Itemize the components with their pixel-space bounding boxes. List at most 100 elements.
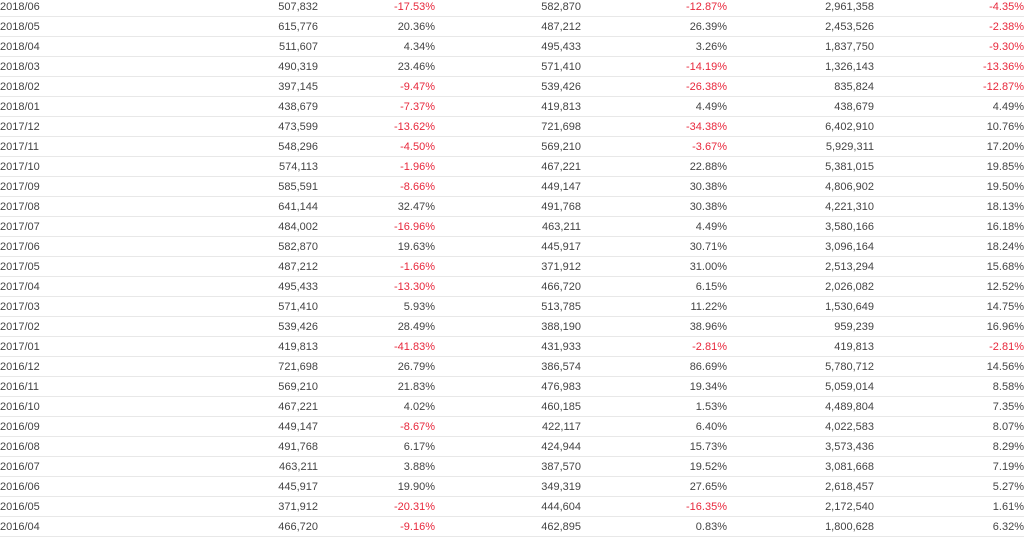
table-row: 2016/12 721,698 26.79% 386,574 86.69% 5,780,7… xyxy=(0,356,1024,377)
month-cell: 2017/06 xyxy=(0,236,150,257)
percent-3-cell: 7.35% xyxy=(874,396,1024,417)
value-1-cell: 574,113 xyxy=(150,156,318,177)
value-1-cell: 585,591 xyxy=(150,176,318,197)
value-2-cell: 487,212 xyxy=(435,16,581,37)
percent-3-cell: -13.36% xyxy=(874,56,1024,77)
value-3-cell: 959,239 xyxy=(727,316,874,337)
value-3-cell: 2,026,082 xyxy=(727,276,874,297)
percent-3-cell: 6.32% xyxy=(874,516,1024,537)
percent-2-cell: 4.49% xyxy=(581,216,727,237)
value-2-cell: 449,147 xyxy=(435,176,581,197)
value-3-cell: 438,679 xyxy=(727,96,874,117)
value-2-cell: 349,319 xyxy=(435,476,581,497)
percent-3-cell: -4.35% xyxy=(874,0,1024,17)
table-row: 2017/11 548,296 -4.50% 569,210 -3.67% 5,929,3… xyxy=(0,136,1024,157)
table-row: 2016/06 445,917 19.90% 349,319 27.65% 2,618,4… xyxy=(0,476,1024,497)
value-2-cell: 444,604 xyxy=(435,496,581,517)
percent-2-cell: 38.96% xyxy=(581,316,727,337)
percent-3-cell: 15.68% xyxy=(874,256,1024,277)
table-row: 2016/08 491,768 6.17% 424,944 15.73% 3,573,43… xyxy=(0,436,1024,457)
percent-2-cell: 30.71% xyxy=(581,236,727,257)
percent-1-cell: -8.67% xyxy=(318,416,435,437)
percent-2-cell: -2.81% xyxy=(581,336,727,357)
percent-1-cell: 20.36% xyxy=(318,16,435,37)
percent-1-cell: -9.16% xyxy=(318,516,435,537)
percent-2-cell: 86.69% xyxy=(581,356,727,377)
value-2-cell: 495,433 xyxy=(435,36,581,57)
month-cell: 2017/02 xyxy=(0,316,150,337)
percent-3-cell: 12.52% xyxy=(874,276,1024,297)
value-1-cell: 463,211 xyxy=(150,456,318,477)
value-3-cell: 2,513,294 xyxy=(727,256,874,277)
value-3-cell: 4,221,310 xyxy=(727,196,874,217)
percent-2-cell: 27.65% xyxy=(581,476,727,497)
value-2-cell: 467,221 xyxy=(435,156,581,177)
percent-1-cell: 4.34% xyxy=(318,36,435,57)
percent-2-cell: 6.40% xyxy=(581,416,727,437)
value-1-cell: 582,870 xyxy=(150,236,318,257)
table-row: 2017/06 582,870 19.63% 445,917 30.71% 3,096,1… xyxy=(0,236,1024,257)
value-3-cell: 2,453,526 xyxy=(727,16,874,37)
table-row: 2016/10 467,221 4.02% 460,185 1.53% 4,489,804… xyxy=(0,396,1024,417)
month-cell: 2018/06 xyxy=(0,0,150,17)
value-2-cell: 476,983 xyxy=(435,376,581,397)
month-cell: 2018/05 xyxy=(0,16,150,37)
percent-1-cell: 23.46% xyxy=(318,56,435,77)
table-row: 2017/07 484,002 -16.96% 463,211 4.49% 3,580,1… xyxy=(0,216,1024,237)
percent-1-cell: 4.02% xyxy=(318,396,435,417)
value-2-cell: 431,933 xyxy=(435,336,581,357)
percent-2-cell: 1.53% xyxy=(581,396,727,417)
table-row: 2016/05 371,912 -20.31% 444,604 -16.35% 2,172… xyxy=(0,496,1024,517)
percent-2-cell: 31.00% xyxy=(581,256,727,277)
value-3-cell: 4,489,804 xyxy=(727,396,874,417)
value-3-cell: 3,081,668 xyxy=(727,456,874,477)
percent-2-cell: 6.15% xyxy=(581,276,727,297)
value-1-cell: 511,607 xyxy=(150,36,318,57)
value-3-cell: 1,800,628 xyxy=(727,516,874,537)
percent-2-cell: 11.22% xyxy=(581,296,727,317)
month-cell: 2016/09 xyxy=(0,416,150,437)
percent-1-cell: 19.63% xyxy=(318,236,435,257)
value-2-cell: 371,912 xyxy=(435,256,581,277)
value-2-cell: 462,895 xyxy=(435,516,581,537)
percent-1-cell: -41.83% xyxy=(318,336,435,357)
table-row: 2018/01 438,679 -7.37% 419,813 4.49% 438,679 4… xyxy=(0,96,1024,117)
percent-2-cell: 19.34% xyxy=(581,376,727,397)
month-cell: 2017/09 xyxy=(0,176,150,197)
value-3-cell: 835,824 xyxy=(727,76,874,97)
value-2-cell: 388,190 xyxy=(435,316,581,337)
percent-3-cell: 8.58% xyxy=(874,376,1024,397)
value-3-cell: 6,402,910 xyxy=(727,116,874,137)
month-cell: 2018/01 xyxy=(0,96,150,117)
month-cell: 2017/11 xyxy=(0,136,150,157)
percent-2-cell: 4.49% xyxy=(581,96,727,117)
percent-2-cell: 30.38% xyxy=(581,196,727,217)
month-cell: 2016/05 xyxy=(0,496,150,517)
value-2-cell: 386,574 xyxy=(435,356,581,377)
month-cell: 2018/03 xyxy=(0,56,150,77)
month-cell: 2017/07 xyxy=(0,216,150,237)
value-1-cell: 397,145 xyxy=(150,76,318,97)
percent-3-cell: 17.20% xyxy=(874,136,1024,157)
percent-3-cell: 1.61% xyxy=(874,496,1024,517)
table-row: 2017/03 571,410 5.93% 513,785 11.22% 1,530,64… xyxy=(0,296,1024,317)
month-cell: 2017/01 xyxy=(0,336,150,357)
value-2-cell: 422,117 xyxy=(435,416,581,437)
percent-1-cell: 32.47% xyxy=(318,196,435,217)
table-row: 2017/09 585,591 -8.66% 449,147 30.38% 4,806,9… xyxy=(0,176,1024,197)
percent-1-cell: 21.83% xyxy=(318,376,435,397)
percent-1-cell: -9.47% xyxy=(318,76,435,97)
value-2-cell: 424,944 xyxy=(435,436,581,457)
value-3-cell: 3,573,436 xyxy=(727,436,874,457)
value-1-cell: 495,433 xyxy=(150,276,318,297)
month-cell: 2018/04 xyxy=(0,36,150,57)
percent-1-cell: -20.31% xyxy=(318,496,435,517)
table-row: 2017/10 574,113 -1.96% 467,221 22.88% 5,381,0… xyxy=(0,156,1024,177)
value-3-cell: 1,326,143 xyxy=(727,56,874,77)
value-1-cell: 491,768 xyxy=(150,436,318,457)
percent-2-cell: -14.19% xyxy=(581,56,727,77)
percent-2-cell: 30.38% xyxy=(581,176,727,197)
value-1-cell: 438,679 xyxy=(150,96,318,117)
value-2-cell: 445,917 xyxy=(435,236,581,257)
